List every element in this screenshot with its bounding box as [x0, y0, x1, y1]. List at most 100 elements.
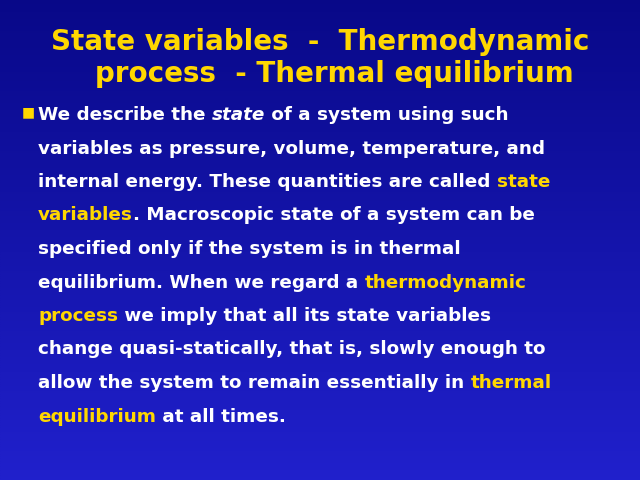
- Bar: [0, 434, 640, 437]
- Bar: [0, 442, 640, 444]
- Bar: [0, 394, 640, 396]
- Bar: [0, 262, 640, 264]
- Text: State variables  -  Thermodynamic: State variables - Thermodynamic: [51, 28, 589, 56]
- Bar: [0, 403, 640, 406]
- Bar: [0, 432, 640, 434]
- Bar: [0, 348, 640, 350]
- Bar: [0, 374, 640, 377]
- Bar: [0, 379, 640, 382]
- Text: process  - Thermal equilibrium: process - Thermal equilibrium: [66, 60, 574, 88]
- Bar: [0, 82, 640, 84]
- Text: thermal: thermal: [470, 374, 552, 392]
- Bar: [0, 101, 640, 103]
- Bar: [0, 365, 640, 367]
- Bar: [0, 204, 640, 206]
- Bar: [0, 209, 640, 211]
- Bar: [0, 2, 640, 5]
- Bar: [0, 113, 640, 115]
- Bar: [0, 247, 640, 250]
- Bar: [0, 125, 640, 127]
- Bar: [0, 413, 640, 415]
- Bar: [0, 230, 640, 233]
- Bar: [0, 58, 640, 60]
- Bar: [0, 355, 640, 358]
- Bar: [0, 290, 640, 293]
- Bar: [0, 24, 640, 26]
- Bar: [0, 72, 640, 74]
- Bar: [0, 341, 640, 343]
- Bar: [0, 139, 640, 142]
- Text: thermodynamic: thermodynamic: [365, 274, 527, 291]
- Bar: [0, 46, 640, 48]
- Bar: [0, 218, 640, 221]
- Bar: [0, 48, 640, 50]
- Bar: [0, 242, 640, 245]
- Bar: [0, 130, 640, 132]
- Bar: [0, 446, 640, 449]
- Bar: [0, 98, 640, 101]
- Bar: [0, 91, 640, 94]
- Bar: [0, 108, 640, 110]
- Text: . Macroscopic state of a system can be: . Macroscopic state of a system can be: [133, 206, 535, 225]
- Bar: [0, 74, 640, 77]
- Bar: [0, 415, 640, 418]
- Bar: [0, 312, 640, 314]
- Bar: [0, 420, 640, 422]
- Bar: [0, 286, 640, 288]
- Bar: [0, 158, 640, 161]
- Bar: [0, 41, 640, 43]
- Bar: [0, 343, 640, 346]
- Bar: [0, 475, 640, 478]
- Bar: [0, 430, 640, 432]
- Bar: [0, 149, 640, 151]
- Bar: [0, 334, 640, 336]
- Bar: [0, 362, 640, 365]
- Bar: [0, 353, 640, 355]
- Bar: [0, 60, 640, 62]
- Bar: [0, 466, 640, 468]
- Bar: [0, 216, 640, 218]
- Bar: [0, 478, 640, 480]
- Bar: [0, 422, 640, 425]
- Bar: [0, 449, 640, 451]
- Text: variables as pressure, volume, temperature, and: variables as pressure, volume, temperatu…: [38, 140, 545, 157]
- Bar: [0, 17, 640, 19]
- Bar: [0, 278, 640, 281]
- Bar: [0, 106, 640, 108]
- Bar: [0, 274, 640, 276]
- Bar: [0, 281, 640, 283]
- Bar: [0, 401, 640, 403]
- Text: We describe the: We describe the: [38, 106, 212, 124]
- Text: allow the system to remain essentially in: allow the system to remain essentially i…: [38, 374, 470, 392]
- Bar: [0, 238, 640, 240]
- Bar: [0, 38, 640, 41]
- Bar: [0, 182, 640, 185]
- Bar: [0, 240, 640, 242]
- Bar: [0, 396, 640, 398]
- Bar: [0, 322, 640, 324]
- Text: state: state: [497, 173, 550, 191]
- Bar: [0, 406, 640, 408]
- Bar: [0, 370, 640, 372]
- Text: internal energy. These quantities are called: internal energy. These quantities are ca…: [38, 173, 497, 191]
- Bar: [0, 142, 640, 144]
- Bar: [0, 427, 640, 430]
- Bar: [0, 86, 640, 89]
- Bar: [0, 317, 640, 319]
- Bar: [0, 7, 640, 10]
- Bar: [0, 122, 640, 125]
- Bar: [0, 307, 640, 310]
- Bar: [0, 0, 640, 2]
- Bar: [0, 264, 640, 266]
- Bar: [0, 19, 640, 22]
- Bar: [0, 454, 640, 456]
- Bar: [0, 350, 640, 353]
- Bar: [0, 62, 640, 65]
- Bar: [0, 451, 640, 454]
- Bar: [0, 214, 640, 216]
- Bar: [0, 418, 640, 420]
- Bar: [0, 134, 640, 137]
- Text: ■: ■: [22, 105, 35, 119]
- Text: process: process: [38, 307, 118, 325]
- Bar: [0, 161, 640, 163]
